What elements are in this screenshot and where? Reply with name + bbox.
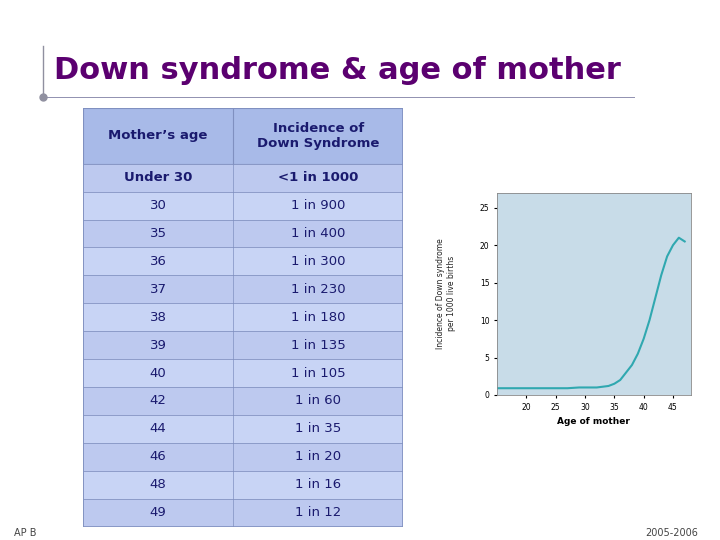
Text: AP B: AP B [14, 528, 37, 538]
Text: 46: 46 [150, 450, 166, 463]
Text: 1 in 180: 1 in 180 [291, 310, 346, 324]
Bar [83, 192, 403, 220]
Bar [83, 359, 403, 387]
Text: 30: 30 [150, 199, 166, 212]
X-axis label: Age of mother: Age of mother [557, 417, 630, 426]
Bar [83, 443, 403, 471]
Text: 44: 44 [150, 422, 166, 435]
Text: 37: 37 [150, 283, 166, 296]
Text: 38: 38 [150, 310, 166, 324]
Bar [83, 164, 403, 192]
Text: 1 in 230: 1 in 230 [291, 283, 346, 296]
Text: 48: 48 [150, 478, 166, 491]
Text: 1 in 20: 1 in 20 [295, 450, 341, 463]
Text: Incidence of Down syndrome
per 1000 live births: Incidence of Down syndrome per 1000 live… [436, 239, 456, 349]
Text: 35: 35 [150, 227, 166, 240]
Bar [83, 415, 403, 443]
Bar [83, 498, 403, 526]
Bar [83, 247, 403, 275]
Text: 1 in 12: 1 in 12 [295, 506, 341, 519]
Bar [83, 387, 403, 415]
Text: 1 in 105: 1 in 105 [291, 367, 346, 380]
Text: <1 in 1000: <1 in 1000 [278, 171, 359, 184]
Text: 1 in 60: 1 in 60 [295, 394, 341, 408]
Bar [83, 471, 403, 498]
Text: 39: 39 [150, 339, 166, 352]
Text: Incidence of
Down Syndrome: Incidence of Down Syndrome [257, 122, 379, 150]
Bar [83, 331, 403, 359]
Text: 36: 36 [150, 255, 166, 268]
Bar [83, 275, 403, 303]
Text: 1 in 900: 1 in 900 [291, 199, 346, 212]
Text: 1 in 16: 1 in 16 [295, 478, 341, 491]
Text: 1 in 400: 1 in 400 [291, 227, 346, 240]
Text: 1 in 35: 1 in 35 [295, 422, 341, 435]
Text: Under 30: Under 30 [124, 171, 192, 184]
Text: 40: 40 [150, 367, 166, 380]
Text: 42: 42 [150, 394, 166, 408]
Bar [83, 303, 403, 331]
Text: 2005-2006: 2005-2006 [646, 528, 698, 538]
Bar [83, 108, 403, 164]
Text: 1 in 300: 1 in 300 [291, 255, 346, 268]
Text: 1 in 135: 1 in 135 [291, 339, 346, 352]
Text: Mother’s age: Mother’s age [109, 130, 208, 143]
Text: 49: 49 [150, 506, 166, 519]
Text: Down syndrome & age of mother: Down syndrome & age of mother [54, 56, 621, 85]
Bar [83, 220, 403, 247]
